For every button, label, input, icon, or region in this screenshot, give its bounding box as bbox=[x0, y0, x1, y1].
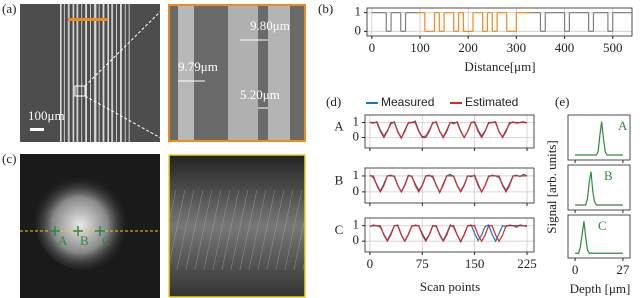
series-line bbox=[575, 121, 623, 156]
zoom-box bbox=[74, 85, 86, 97]
legend-label: Measured bbox=[381, 95, 434, 109]
stripe bbox=[67, 4, 69, 142]
panel-row-label: A bbox=[334, 118, 344, 133]
plot-frame bbox=[366, 7, 633, 37]
zoom-line bbox=[84, 3, 169, 87]
panel-row-label: B bbox=[335, 172, 344, 187]
plot-frame bbox=[364, 167, 535, 204]
stripe bbox=[85, 4, 87, 142]
scale-label: 100μm bbox=[28, 108, 65, 123]
plot-frame bbox=[567, 114, 631, 161]
scan-marker bbox=[68, 18, 108, 21]
stripe bbox=[77, 4, 79, 142]
y-tick-label: 0 bbox=[353, 128, 360, 143]
plot-frame bbox=[364, 217, 535, 253]
series-line bbox=[369, 121, 528, 139]
stripe bbox=[178, 6, 194, 140]
x-tick-label: 500 bbox=[603, 40, 623, 55]
panel-label: (b) bbox=[318, 1, 333, 16]
x-tick-label: 27 bbox=[616, 262, 630, 277]
x-axis-label: Depth [μm] bbox=[570, 281, 631, 296]
x-axis-label: Scan points bbox=[420, 279, 480, 294]
point-label: B bbox=[80, 233, 89, 248]
width-label: 5.20μm bbox=[240, 87, 280, 102]
y-tick-label: 0 bbox=[353, 232, 360, 247]
stripe bbox=[128, 4, 130, 142]
width-label: 9.80μm bbox=[250, 18, 290, 33]
point-label: A bbox=[58, 233, 68, 248]
x-tick-label: 300 bbox=[507, 40, 527, 55]
x-tick-label: 0 bbox=[369, 40, 376, 55]
legend-label: Estimated bbox=[465, 95, 518, 109]
y-tick-label: 1 bbox=[353, 217, 360, 232]
panel-label: (e) bbox=[555, 94, 569, 109]
stripe bbox=[63, 4, 65, 142]
stripe bbox=[81, 4, 83, 142]
x-tick-label: 0 bbox=[367, 256, 374, 271]
sem-stripes bbox=[60, 4, 130, 142]
x-tick-label: 75 bbox=[416, 256, 429, 271]
x-tick-label: 200 bbox=[458, 40, 478, 55]
y-axis-label: Signal [arb. units] bbox=[544, 140, 559, 234]
stripe bbox=[86, 4, 87, 142]
peak-label: C bbox=[598, 218, 607, 233]
stripe bbox=[120, 4, 122, 142]
stripe bbox=[94, 4, 97, 142]
y-tick-label: 1 bbox=[353, 167, 360, 182]
stripe bbox=[103, 4, 105, 142]
stripe bbox=[72, 4, 75, 142]
peak-label: B bbox=[604, 168, 613, 183]
stripe bbox=[120, 4, 122, 142]
panel-label: (c) bbox=[2, 151, 16, 166]
markers bbox=[50, 226, 105, 236]
stripe bbox=[124, 4, 126, 142]
x-tick-label: 100 bbox=[410, 40, 430, 55]
stripe bbox=[98, 4, 100, 142]
stripe bbox=[268, 6, 290, 140]
depth-texture bbox=[170, 190, 304, 270]
width-label: 9.79μm bbox=[178, 59, 218, 74]
scale-bar bbox=[30, 128, 44, 131]
panel-label: (d) bbox=[326, 94, 341, 109]
stripe bbox=[112, 4, 114, 142]
x-tick-label: 0 bbox=[572, 262, 579, 277]
stripe bbox=[107, 4, 109, 142]
stripe bbox=[111, 4, 113, 142]
stripe bbox=[116, 4, 117, 142]
series-line bbox=[369, 173, 528, 195]
panel-row-label: C bbox=[335, 222, 344, 237]
stripe bbox=[228, 6, 258, 140]
point-label: C bbox=[102, 233, 111, 248]
stripe bbox=[90, 4, 91, 142]
series-line bbox=[369, 175, 528, 194]
stripe bbox=[76, 4, 78, 142]
y-tick-label: 0 bbox=[353, 183, 360, 198]
plot-frame bbox=[364, 114, 535, 149]
stripe bbox=[68, 4, 70, 142]
y-tick-label: 1 bbox=[353, 113, 360, 128]
x-tick-label: 400 bbox=[555, 40, 575, 55]
series-line bbox=[369, 225, 528, 243]
series-line bbox=[575, 171, 623, 206]
plot-frame bbox=[567, 164, 631, 211]
panel-label: (a) bbox=[2, 1, 16, 16]
y-tick-label: 0 bbox=[355, 22, 362, 37]
stripe bbox=[102, 4, 104, 142]
y-tick-label: 1 bbox=[355, 4, 362, 19]
beam-spot bbox=[35, 170, 135, 270]
x-axis-label: Distance[μm] bbox=[464, 59, 535, 74]
stripe bbox=[93, 4, 95, 142]
series-line bbox=[575, 221, 623, 254]
peak-label: A bbox=[618, 118, 628, 133]
plot-frame bbox=[567, 214, 631, 259]
stripe bbox=[60, 4, 62, 142]
zoom-line bbox=[84, 95, 169, 143]
x-tick-label: 150 bbox=[465, 256, 485, 271]
x-tick-label: 225 bbox=[517, 256, 537, 271]
